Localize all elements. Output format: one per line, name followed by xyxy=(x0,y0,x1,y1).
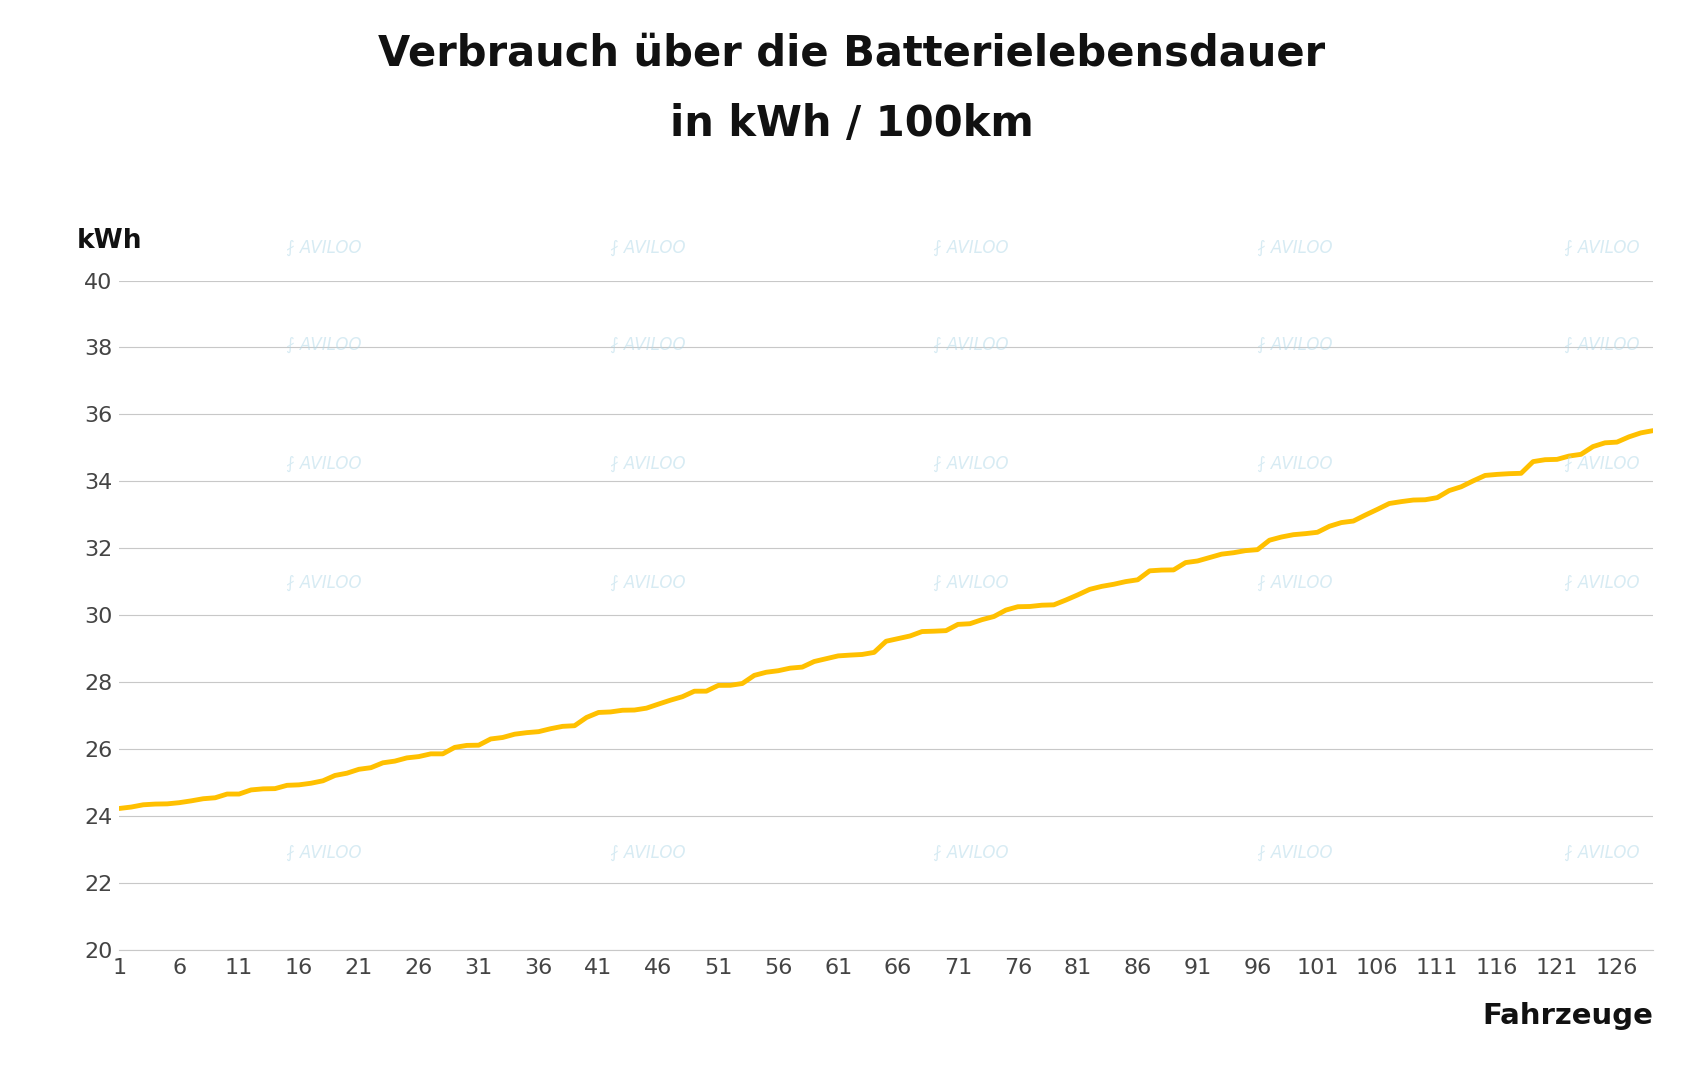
Text: ⨏ AVILOO: ⨏ AVILOO xyxy=(1258,337,1333,354)
Text: ⨏ AVILOO: ⨏ AVILOO xyxy=(610,337,685,354)
Text: ⨏ AVILOO: ⨏ AVILOO xyxy=(1564,455,1639,473)
Text: ⨏ AVILOO: ⨏ AVILOO xyxy=(610,455,685,473)
Text: ⨏ AVILOO: ⨏ AVILOO xyxy=(610,844,685,861)
Text: ⨏ AVILOO: ⨏ AVILOO xyxy=(934,844,1009,861)
Text: Verbrauch über die Batterielebensdauer: Verbrauch über die Batterielebensdauer xyxy=(378,32,1326,74)
Text: ⨏ AVILOO: ⨏ AVILOO xyxy=(286,455,361,473)
Text: ⨏ AVILOO: ⨏ AVILOO xyxy=(934,455,1009,473)
Text: ⨏ AVILOO: ⨏ AVILOO xyxy=(1564,337,1639,354)
Text: kWh: kWh xyxy=(77,228,141,254)
Text: Fahrzeuge: Fahrzeuge xyxy=(1482,1002,1653,1030)
Text: ⨏ AVILOO: ⨏ AVILOO xyxy=(1564,240,1639,257)
Text: ⨏ AVILOO: ⨏ AVILOO xyxy=(934,574,1009,591)
Text: ⨏ AVILOO: ⨏ AVILOO xyxy=(286,844,361,861)
Text: ⨏ AVILOO: ⨏ AVILOO xyxy=(934,240,1009,257)
Text: in kWh / 100km: in kWh / 100km xyxy=(670,103,1034,145)
Text: ⨏ AVILOO: ⨏ AVILOO xyxy=(1258,455,1333,473)
Text: ⨏ AVILOO: ⨏ AVILOO xyxy=(1564,844,1639,861)
Text: ⨏ AVILOO: ⨏ AVILOO xyxy=(1564,574,1639,591)
Text: ⨏ AVILOO: ⨏ AVILOO xyxy=(610,574,685,591)
Text: ⨏ AVILOO: ⨏ AVILOO xyxy=(1258,240,1333,257)
Text: ⨏ AVILOO: ⨏ AVILOO xyxy=(1258,844,1333,861)
Text: ⨏ AVILOO: ⨏ AVILOO xyxy=(610,240,685,257)
Text: ⨏ AVILOO: ⨏ AVILOO xyxy=(934,337,1009,354)
Text: ⨏ AVILOO: ⨏ AVILOO xyxy=(1258,574,1333,591)
Text: ⨏ AVILOO: ⨏ AVILOO xyxy=(286,337,361,354)
Text: ⨏ AVILOO: ⨏ AVILOO xyxy=(286,574,361,591)
Text: ⨏ AVILOO: ⨏ AVILOO xyxy=(286,240,361,257)
